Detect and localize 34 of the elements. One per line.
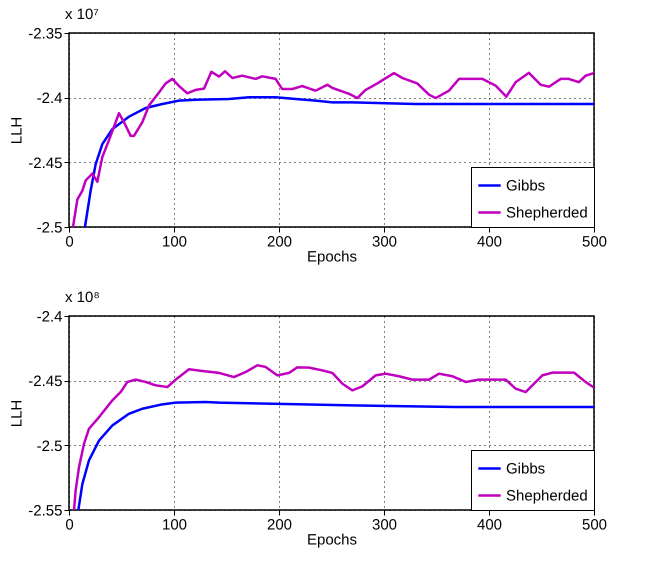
y-tick-label: -2.5 bbox=[36, 438, 62, 455]
legend-label: Shepherded bbox=[506, 204, 588, 222]
x-tick-label: 100 bbox=[162, 234, 188, 250]
y-tick-label: -2.4 bbox=[36, 90, 62, 108]
y-tick-label: -2.5 bbox=[36, 220, 62, 236]
y-tick-label: -2.55 bbox=[28, 502, 62, 520]
x-axis-title: Epochs bbox=[306, 532, 358, 548]
y-axis-title: LLH bbox=[8, 116, 26, 144]
legend-label: Shepherded bbox=[506, 488, 588, 504]
x-tick-label: 400 bbox=[476, 234, 502, 250]
line-series bbox=[77, 400, 594, 510]
y-axis-title: LLH bbox=[8, 400, 26, 428]
x-tick-label: 100 bbox=[162, 516, 188, 534]
text: x 10⁷ bbox=[65, 6, 99, 23]
y-tick-label: -2.45 bbox=[28, 373, 62, 390]
x-tick-label: 300 bbox=[372, 234, 398, 250]
x-tick-label: 300 bbox=[372, 516, 398, 534]
x-tick-label: 500 bbox=[582, 234, 608, 250]
line-series bbox=[84, 96, 594, 227]
y-tick-label: -2.45 bbox=[28, 154, 62, 172]
legend-label: Gibbs bbox=[506, 178, 546, 194]
legend-label: Gibbs bbox=[506, 460, 546, 478]
x-tick-label: 200 bbox=[266, 234, 292, 250]
line-series bbox=[72, 364, 594, 510]
x-tick-label: 0 bbox=[65, 516, 74, 534]
text: x 10⁸ bbox=[65, 289, 100, 306]
x-tick-label: 200 bbox=[266, 516, 292, 534]
x-tick-label: 500 bbox=[582, 516, 608, 534]
x-axis-title: Epochs bbox=[306, 248, 358, 266]
x-tick-label: 400 bbox=[476, 516, 502, 534]
y-tick-label: -2.35 bbox=[28, 26, 62, 42]
x-tick-label: 0 bbox=[65, 234, 74, 250]
y-tick-label: -2.4 bbox=[36, 308, 62, 326]
line-series bbox=[72, 70, 594, 227]
